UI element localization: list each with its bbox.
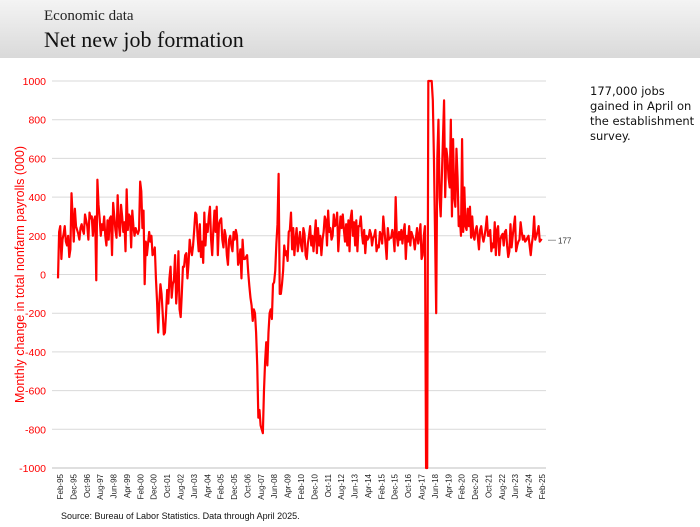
y-tick-label: 0	[40, 270, 46, 282]
x-tick-label: Dec-20	[471, 473, 480, 499]
x-tick-label: Feb-05	[217, 473, 226, 499]
x-tick-label: Aug-07	[257, 473, 266, 499]
x-tick-label: Aug-12	[337, 473, 346, 499]
x-tick-label: Apr-99	[123, 473, 132, 498]
x-tick-label: Apr-24	[525, 473, 534, 498]
y-tick-label: 1000	[23, 76, 47, 88]
x-tick-label: Feb-10	[297, 473, 306, 499]
x-tick-label: Dec-15	[391, 473, 400, 499]
x-tick-label: Oct-21	[484, 473, 493, 498]
x-tick-label: Jun-98	[110, 473, 119, 498]
y-axis-label: Monthly change in total nonfarm payrolls…	[13, 146, 27, 403]
y-tick-label: -1000	[19, 463, 46, 475]
y-tick-label: -200	[25, 308, 46, 320]
x-tick-label: Aug-17	[418, 473, 427, 499]
x-tick-label: Oct-06	[243, 473, 252, 498]
y-tick-label: -400	[25, 347, 46, 359]
x-tick-label: Apr-19	[444, 473, 453, 498]
y-tick-label: 400	[28, 192, 46, 204]
x-tick-label: Jun-03	[190, 473, 199, 498]
x-tick-label: Jun-08	[270, 473, 279, 498]
annotation-text: 177,000 jobs gained in April on the esta…	[590, 84, 695, 143]
x-tick-label: Aug-22	[498, 473, 507, 499]
x-tick-label: Feb-20	[458, 473, 467, 499]
x-tick-label: Dec-00	[150, 473, 159, 499]
kicker-text: Economic data	[44, 8, 134, 24]
x-tick-label: Feb-15	[377, 473, 386, 499]
x-tick-label: Jun-13	[351, 473, 360, 498]
x-tick-label: Feb-25	[538, 473, 547, 499]
x-tick-label: Oct-01	[163, 473, 172, 498]
x-tick-label: Dec-10	[310, 473, 319, 499]
y-tick-label: 800	[28, 115, 46, 127]
y-tick-label: -600	[25, 386, 46, 398]
x-tick-label: Aug-97	[96, 473, 105, 499]
y-tick-label: -800	[25, 424, 46, 436]
y-tick-label: 200	[28, 231, 46, 243]
x-tick-label: Oct-11	[324, 473, 333, 497]
slide-title: Net new job formation	[44, 27, 244, 52]
end-value-label: 177	[558, 236, 572, 245]
y-tick-label: 600	[28, 153, 46, 165]
x-tick-label: Jun-23	[511, 473, 520, 498]
line-chart: -1000 -800 -600 -400 -200 0 200 400 600 800 1000 Fe…	[13, 76, 572, 500]
x-tick-label: Apr-04	[203, 473, 212, 498]
x-tick-label: Apr-14	[364, 473, 373, 498]
header-band: Economic data Net new job formation	[0, 0, 700, 58]
x-tick-label: Dec-95	[69, 473, 78, 499]
x-tick-label: Apr-09	[284, 473, 293, 498]
x-tick-label: Aug-02	[177, 473, 186, 499]
source-note: Source: Bureau of Labor Statistics. Data…	[61, 511, 300, 521]
x-tick-label: Oct-16	[404, 473, 413, 498]
x-tick-label: Jun-18	[431, 473, 440, 498]
x-tick-label: Feb-00	[136, 473, 145, 499]
series-line	[56, 79, 543, 470]
x-tick-label: Oct-96	[83, 473, 92, 498]
x-tick-label: Feb-95	[56, 473, 65, 499]
x-tick-label: Dec-05	[230, 473, 239, 499]
